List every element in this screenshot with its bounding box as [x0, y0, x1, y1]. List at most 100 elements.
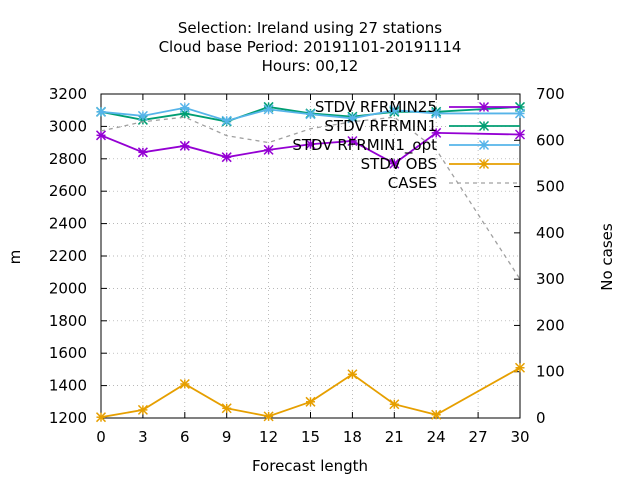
data-point [137, 147, 148, 158]
x-tick-label: 9 [222, 428, 232, 446]
series-line [100, 366, 521, 419]
marker-arm [305, 109, 316, 120]
x-tick-label: 6 [180, 428, 190, 446]
data-point [95, 130, 107, 141]
marker-arm [179, 102, 190, 113]
marker-arm [95, 412, 107, 423]
series-0 [95, 127, 526, 169]
marker-arm [221, 152, 232, 163]
y2-tick-label: 600 [536, 131, 565, 149]
data-point [431, 108, 442, 119]
marker-arm [431, 409, 442, 420]
marker-arm [389, 105, 400, 116]
legend-label: STDV OBS [361, 155, 437, 173]
data-point [305, 109, 316, 120]
marker-arm [137, 404, 148, 415]
data-point [137, 404, 148, 415]
data-point [263, 104, 274, 115]
marker-arm [179, 378, 190, 390]
y2-tick-label: 0 [536, 409, 546, 427]
marker-arm [137, 110, 148, 121]
marker-arm [514, 129, 526, 140]
data-point [95, 106, 107, 117]
marker-arm [221, 115, 232, 126]
marker-arm [347, 113, 358, 124]
series-layer [95, 101, 526, 423]
marker-arm [137, 147, 148, 158]
series-line [100, 106, 520, 122]
legend-label: CASES [388, 174, 437, 192]
data-point [179, 378, 190, 390]
y2-tick-label: 700 [536, 85, 565, 103]
y-tick-label: 3200 [49, 85, 87, 103]
marker-arm [478, 139, 490, 151]
y2-tick-label: 100 [536, 363, 565, 381]
data-point [179, 102, 190, 113]
chart-title-line-1: Selection: Ireland using 27 stations [178, 19, 442, 37]
legend-label: STDV RFRMIN1 [324, 117, 437, 135]
y-axis-label: m [6, 250, 24, 265]
y2-tick-label: 200 [536, 316, 565, 334]
marker-arm [221, 403, 232, 414]
data-point [514, 362, 526, 373]
series-3 [95, 362, 526, 423]
data-point [389, 105, 400, 116]
y-tick-label: 2400 [49, 215, 87, 233]
y-tick-label: 2800 [49, 150, 87, 168]
marker-arm [431, 108, 442, 119]
x-tick-label: 3 [138, 428, 148, 446]
series-2 [95, 102, 526, 126]
data-point [221, 115, 232, 126]
marker-arm [305, 139, 316, 150]
data-point [263, 411, 274, 422]
y-tick-label: 1200 [49, 409, 87, 427]
data-point [347, 135, 358, 147]
data-point [514, 108, 526, 119]
y-tick-label: 1800 [49, 312, 87, 330]
marker-arm [263, 411, 274, 422]
marker-arm [95, 106, 107, 117]
legend-marker [478, 139, 490, 151]
data-point [95, 412, 107, 423]
x-tick-label: 0 [96, 428, 106, 446]
marker-arm [347, 135, 358, 147]
marker-arm [389, 158, 400, 169]
marker-arm [305, 396, 316, 407]
marker-arm [431, 127, 442, 138]
y-tick-label: 2200 [49, 247, 87, 265]
y2-tick-label: 400 [536, 224, 565, 242]
marker-arm [95, 130, 107, 141]
legend-label: STDV RFRMIN25 [315, 98, 437, 116]
data-point [305, 139, 316, 150]
y-tick-label: 3000 [49, 117, 87, 135]
x-tick-label: 15 [301, 428, 320, 446]
marker-arm [514, 108, 526, 119]
legend-label: STDV RFRMIN1_opt [292, 136, 437, 155]
marker-arm [478, 158, 490, 170]
y-tick-label: 1400 [49, 377, 87, 395]
x-axis-label: Forecast length [252, 457, 368, 475]
x-tick-label: 27 [469, 428, 488, 446]
marker-arm [478, 120, 490, 132]
series-line [100, 116, 521, 280]
y-tick-label: 2600 [49, 182, 87, 200]
marker-arm [389, 399, 400, 410]
marker-arm [263, 104, 274, 115]
y2-axis-label: No cases [598, 223, 616, 291]
data-point [347, 369, 358, 380]
data-point [389, 158, 400, 169]
series-line [100, 131, 521, 165]
legend-marker [478, 158, 490, 170]
marker-arm [478, 101, 490, 113]
chart-title-line-2: Cloud base Period: 20191101-20191114 [159, 38, 462, 56]
x-tick-label: 21 [385, 428, 404, 446]
y2-tick-label: 500 [536, 178, 565, 196]
y-tick-label: 1600 [49, 344, 87, 362]
y-tick-label: 2000 [49, 279, 87, 297]
data-point [431, 409, 442, 420]
tick-labels: 0 3 6 9 12 15 18 21 24 27 301200140016001800200022… [49, 85, 565, 446]
x-tick-label: 12 [259, 428, 278, 446]
x-tick-label: 24 [427, 428, 446, 446]
